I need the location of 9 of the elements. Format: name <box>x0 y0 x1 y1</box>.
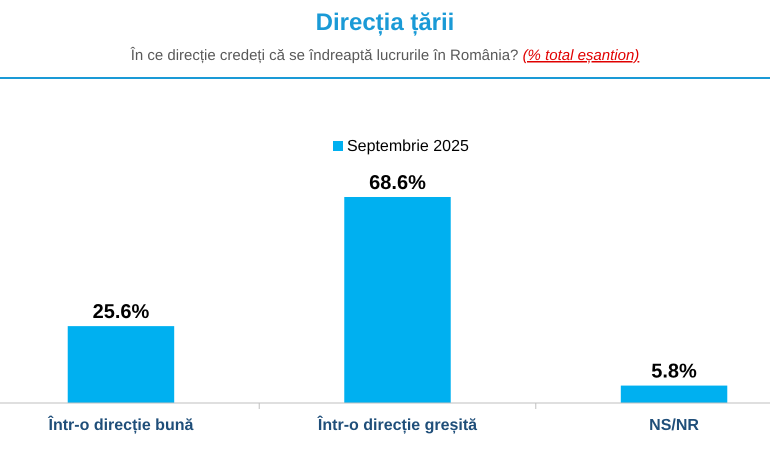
data-label: 25.6% <box>92 301 150 324</box>
x-tick-label: Într-o direcție bună <box>48 415 194 434</box>
chart-subtitle: În ce direcție credeți că se îndreaptă lucrurile în România? (% total eșantion) <box>130 46 640 64</box>
x-tick-label: Într-o direcție greșită <box>316 415 478 434</box>
data-label: 5.8% <box>651 360 698 383</box>
legend-label: Septembrie 2025 <box>347 138 469 155</box>
chart-title: Direcția țării <box>316 9 454 36</box>
data-label: 68.6% <box>369 172 426 194</box>
x-tick-label: NS/NR <box>649 417 700 434</box>
